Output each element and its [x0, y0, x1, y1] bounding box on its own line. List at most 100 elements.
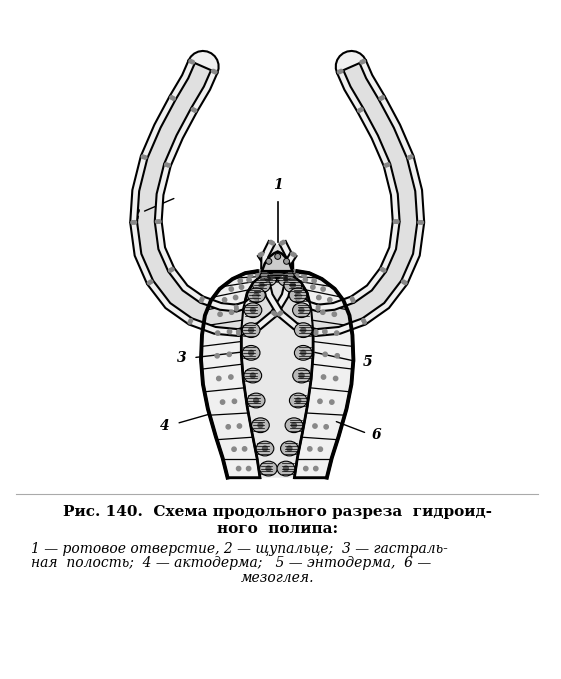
Polygon shape	[278, 271, 353, 477]
Circle shape	[291, 252, 295, 256]
Circle shape	[302, 273, 306, 277]
Circle shape	[258, 270, 263, 274]
Circle shape	[303, 278, 307, 282]
Ellipse shape	[293, 303, 310, 318]
Circle shape	[273, 312, 277, 316]
Circle shape	[296, 293, 301, 297]
Circle shape	[360, 60, 364, 64]
Circle shape	[211, 69, 215, 73]
Circle shape	[362, 60, 365, 63]
Circle shape	[279, 311, 283, 314]
Ellipse shape	[293, 368, 310, 383]
Circle shape	[358, 109, 361, 112]
Circle shape	[380, 268, 384, 271]
Circle shape	[396, 220, 399, 223]
Circle shape	[213, 70, 217, 74]
Circle shape	[321, 310, 325, 314]
Circle shape	[351, 297, 354, 301]
Circle shape	[363, 320, 366, 324]
Circle shape	[321, 287, 325, 291]
Circle shape	[333, 376, 338, 381]
Circle shape	[200, 297, 204, 301]
Circle shape	[323, 352, 327, 356]
Circle shape	[266, 466, 271, 471]
Circle shape	[321, 375, 326, 379]
Ellipse shape	[289, 288, 307, 303]
Circle shape	[403, 281, 407, 285]
Ellipse shape	[242, 323, 260, 337]
Circle shape	[292, 423, 296, 428]
Circle shape	[232, 399, 237, 403]
Circle shape	[218, 312, 222, 316]
Circle shape	[312, 278, 316, 283]
Circle shape	[215, 354, 219, 358]
Circle shape	[362, 318, 365, 323]
Circle shape	[217, 376, 221, 381]
Circle shape	[323, 329, 327, 334]
Ellipse shape	[247, 288, 265, 303]
Circle shape	[193, 109, 197, 112]
Circle shape	[272, 311, 275, 314]
Circle shape	[292, 253, 296, 257]
Circle shape	[386, 163, 390, 166]
Circle shape	[189, 60, 192, 63]
Ellipse shape	[256, 441, 274, 456]
Polygon shape	[155, 70, 269, 312]
Circle shape	[251, 308, 255, 312]
Circle shape	[330, 400, 334, 404]
Circle shape	[265, 276, 270, 281]
Circle shape	[258, 253, 262, 257]
Circle shape	[234, 306, 238, 309]
Ellipse shape	[242, 346, 260, 361]
Circle shape	[292, 270, 296, 274]
Polygon shape	[188, 51, 219, 73]
Circle shape	[215, 331, 220, 335]
Polygon shape	[130, 60, 293, 336]
Ellipse shape	[251, 418, 269, 433]
Circle shape	[286, 270, 290, 274]
Circle shape	[170, 96, 173, 99]
Circle shape	[402, 280, 405, 284]
Circle shape	[407, 155, 411, 159]
Ellipse shape	[259, 272, 277, 287]
Circle shape	[143, 155, 147, 159]
Ellipse shape	[260, 461, 277, 476]
Circle shape	[316, 295, 321, 299]
Ellipse shape	[295, 323, 312, 337]
Circle shape	[332, 312, 337, 316]
Circle shape	[273, 272, 278, 277]
Text: 4: 4	[160, 418, 169, 433]
Circle shape	[249, 328, 254, 333]
Circle shape	[242, 447, 247, 451]
Circle shape	[260, 252, 264, 256]
Circle shape	[226, 424, 231, 429]
Circle shape	[262, 274, 265, 278]
Circle shape	[237, 332, 240, 335]
Text: 2: 2	[130, 208, 140, 222]
Circle shape	[229, 287, 233, 291]
Circle shape	[148, 281, 151, 285]
Ellipse shape	[280, 441, 298, 456]
Circle shape	[280, 242, 283, 245]
Ellipse shape	[247, 393, 265, 408]
Circle shape	[232, 447, 236, 452]
Circle shape	[256, 273, 260, 277]
Circle shape	[410, 155, 413, 158]
Circle shape	[296, 297, 300, 300]
Polygon shape	[261, 60, 424, 336]
Text: мезоглея.: мезоглея.	[241, 571, 314, 585]
Ellipse shape	[244, 303, 262, 318]
Circle shape	[287, 446, 292, 451]
Circle shape	[271, 242, 274, 245]
Circle shape	[286, 271, 289, 274]
Circle shape	[316, 306, 320, 309]
Polygon shape	[286, 70, 399, 312]
Polygon shape	[262, 251, 292, 271]
Circle shape	[265, 271, 268, 274]
Circle shape	[133, 221, 136, 224]
Text: 1: 1	[273, 179, 283, 193]
Circle shape	[237, 424, 242, 428]
Circle shape	[318, 447, 323, 452]
Circle shape	[250, 373, 255, 378]
Circle shape	[264, 270, 269, 274]
